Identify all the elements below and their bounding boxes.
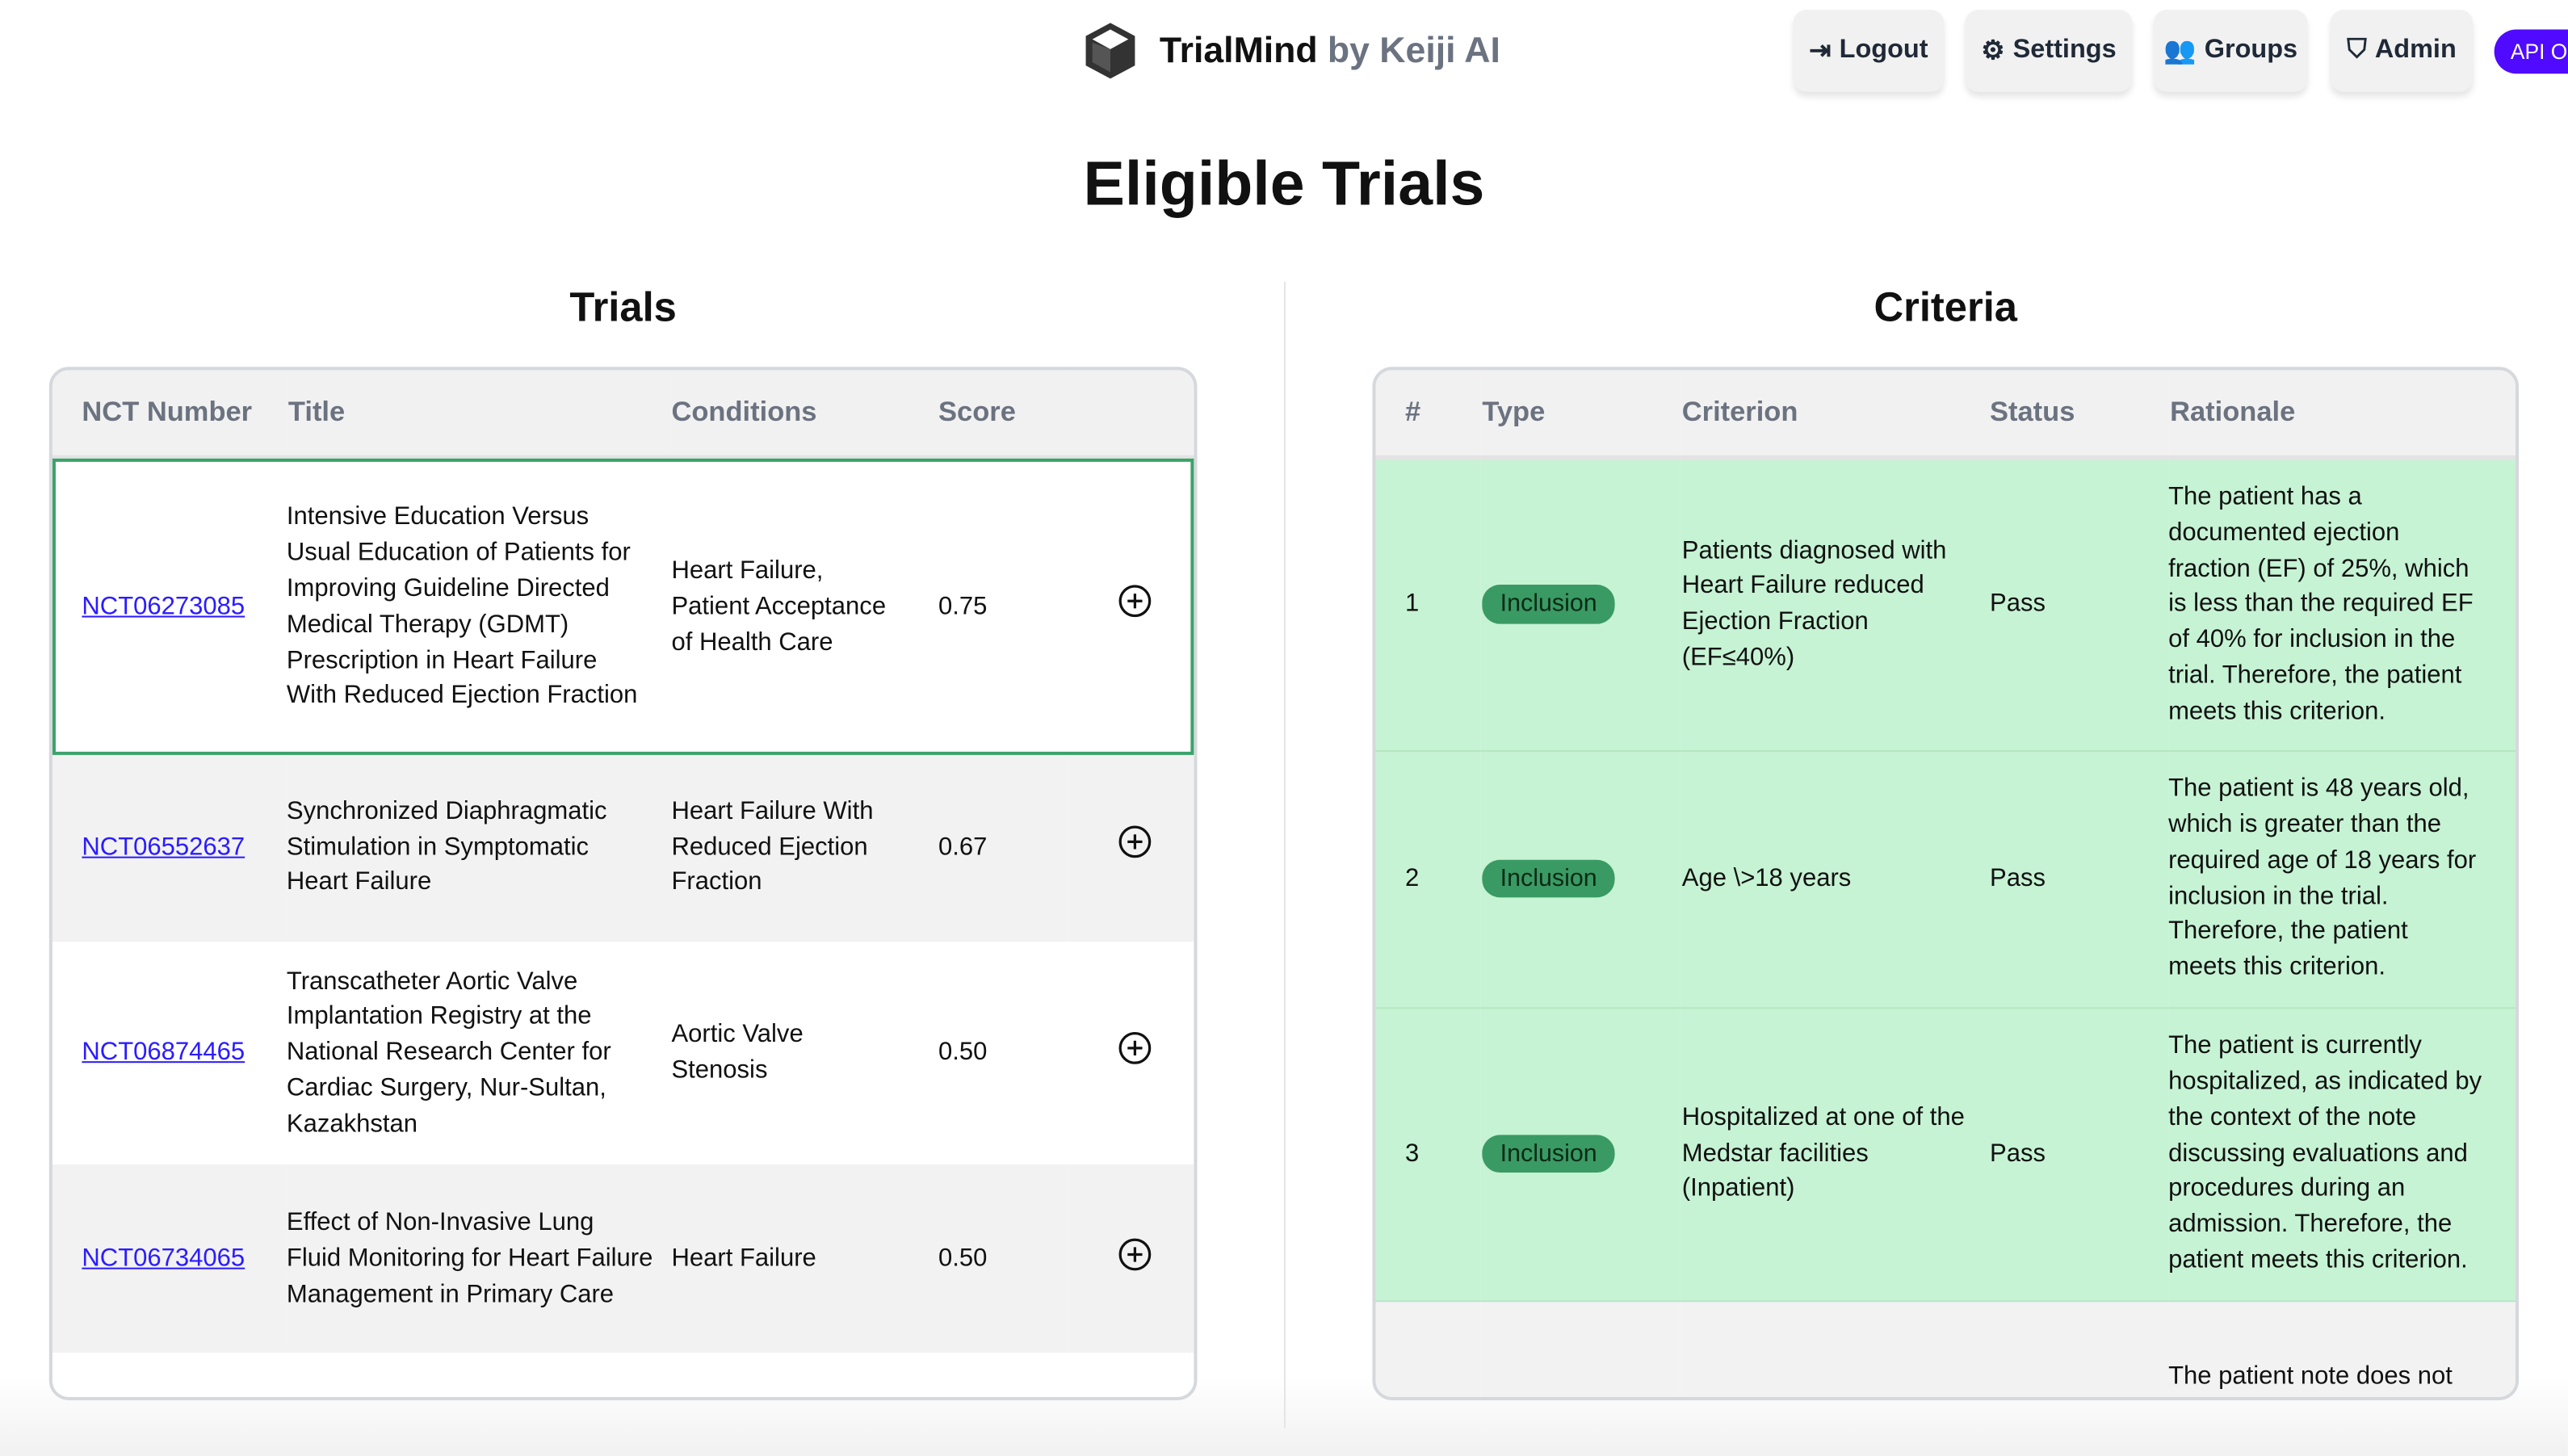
type-badge: Inclusion — [1482, 1134, 1616, 1173]
divider — [1283, 281, 1286, 1429]
trial-title: Acupressure's Impact on — [287, 1353, 670, 1397]
page-title: Eligible Trials — [1083, 150, 1485, 220]
settings-label: Settings — [2012, 36, 2117, 65]
logout-button[interactable]: ⇥ Logout — [1793, 10, 1945, 92]
add-circle-icon[interactable] — [1118, 825, 1152, 858]
criterion-text: Hospitalized at one of the Medstar facil… — [1680, 1007, 1988, 1302]
trial-conditions: Heart Failure — [671, 1244, 816, 1273]
trial-conditions: Heart Failure, Patient Acceptance of Hea… — [671, 556, 887, 657]
criterion-rationale: The patient is 48 years old, which is gr… — [2168, 749, 2516, 1009]
criterion-rationale: The patient note does not provide any in… — [2168, 1363, 2453, 1391]
logo-cube-icon — [1085, 23, 1135, 79]
col-rationale[interactable]: Rationale — [2168, 370, 2516, 460]
criterion-status — [1988, 1300, 2168, 1396]
users-icon: 👥 — [2163, 37, 2197, 66]
settings-button[interactable]: ⚙ Settings — [1965, 10, 2133, 92]
trial-row[interactable]: Acupressure's Impact on — [52, 1353, 1194, 1397]
col-score[interactable]: Score — [937, 370, 1068, 460]
criteria-table: # Type Criterion Status Rationale 1 Incl… — [1372, 367, 2520, 1400]
nct-link[interactable]: NCT06874465 — [82, 1038, 245, 1067]
logout-icon: ⇥ — [1809, 37, 1832, 66]
criterion-num: 1 — [1375, 457, 1481, 751]
criterion-row: The patient note does not provide any in… — [1375, 1300, 2516, 1397]
col-status[interactable]: Status — [1987, 370, 2169, 460]
col-action — [1068, 370, 1194, 460]
criterion-text — [1681, 1300, 1988, 1396]
trial-score: 0.50 — [938, 1038, 988, 1067]
nct-link[interactable]: NCT06552637 — [82, 833, 245, 861]
trials-table: NCT Number Title Conditions Score NCT062… — [48, 367, 1198, 1400]
trial-score: 0.67 — [938, 833, 988, 861]
app-name: TrialMind — [1159, 29, 1318, 71]
trial-row[interactable]: NCT06734065 Effect of Non-Invasive Lung … — [52, 1164, 1194, 1354]
trial-score: 0.50 — [938, 1244, 988, 1273]
trial-title: Intensive Education Versus Usual Educati… — [286, 503, 638, 710]
trial-title: Transcatheter Aortic Valve Implantation … — [286, 967, 611, 1138]
criterion-status: Pass — [1987, 1007, 2169, 1302]
add-circle-icon[interactable] — [1118, 1031, 1152, 1064]
nct-link[interactable]: NCT06734065 — [82, 1244, 245, 1273]
trials-heading: Trials — [569, 284, 677, 331]
add-circle-icon[interactable] — [1118, 585, 1152, 619]
criteria-heading: Criteria — [1874, 284, 2018, 331]
groups-label: Groups — [2204, 36, 2298, 65]
trial-score — [937, 1353, 1068, 1397]
criterion-num — [1376, 1300, 1481, 1396]
criterion-num: 3 — [1375, 1007, 1481, 1302]
trial-conditions — [669, 1353, 937, 1397]
shield-icon: ⛉ — [2347, 36, 2367, 65]
trial-conditions: Heart Failure With Reduced Ejection Frac… — [671, 797, 874, 897]
by-line: by Keiji AI — [1327, 29, 1500, 71]
admin-label: Admin — [2374, 36, 2457, 65]
type-badge: Inclusion — [1482, 585, 1616, 625]
admin-button[interactable]: ⛉ Admin — [2330, 10, 2474, 92]
criterion-num: 2 — [1375, 749, 1481, 1009]
trial-row[interactable]: NCT06273085 Intensive Education Versus U… — [52, 457, 1194, 754]
criterion-row: 3 Inclusion Hospitalized at one of the M… — [1375, 1007, 2516, 1302]
criterion-text: Age \>18 years — [1680, 749, 1988, 1009]
trial-row[interactable]: NCT06874465 Transcatheter Aortic Valve I… — [52, 941, 1194, 1165]
trial-conditions: Aortic Valve Stenosis — [671, 1020, 804, 1085]
col-conditions[interactable]: Conditions — [669, 370, 938, 460]
col-type[interactable]: Type — [1480, 370, 1681, 460]
criterion-rationale: The patient has a documented ejection fr… — [2168, 457, 2516, 751]
col-criterion[interactable]: Criterion — [1680, 370, 1988, 460]
add-circle-icon[interactable] — [1118, 1237, 1152, 1270]
trial-title: Synchronized Diaphragmatic Stimulation i… — [286, 797, 607, 897]
nct-link[interactable]: NCT06273085 — [82, 592, 245, 621]
logout-label: Logout — [1839, 36, 1928, 65]
col-title[interactable]: Title — [286, 370, 670, 460]
type-badge: Inclusion — [1482, 859, 1616, 899]
trial-title: Effect of Non-Invasive Lung Fluid Monito… — [286, 1209, 653, 1309]
trial-row[interactable]: NCT06552637 Synchronized Diaphragmatic S… — [52, 753, 1194, 942]
criterion-rationale: The patient is currently hospitalized, a… — [2168, 1007, 2516, 1302]
groups-button[interactable]: 👥 Groups — [2153, 10, 2308, 92]
col-num[interactable]: # — [1375, 370, 1481, 460]
col-nct[interactable]: NCT Number — [52, 370, 287, 460]
criterion-row: 1 Inclusion Patients diagnosed with Hear… — [1375, 457, 2516, 751]
criterion-text: Patients diagnosed with Heart Failure re… — [1680, 457, 1988, 751]
gear-icon: ⚙ — [1981, 37, 2005, 66]
criterion-status: Pass — [1987, 457, 2169, 751]
criterion-row: 2 Inclusion Age \>18 years Pass The pati… — [1375, 749, 2516, 1009]
api-button[interactable]: API O — [2494, 29, 2568, 74]
brand[interactable]: TrialMind by Keiji AI — [1080, 19, 1500, 82]
criterion-status: Pass — [1987, 749, 2169, 1009]
trial-score: 0.75 — [938, 592, 988, 621]
